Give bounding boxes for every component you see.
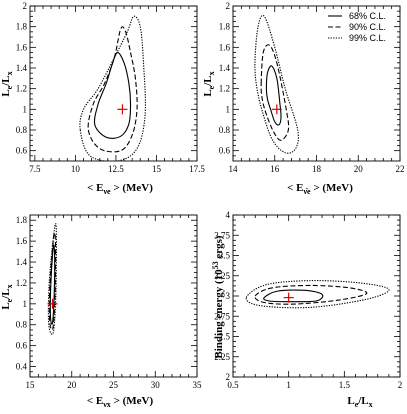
contour-90-c-l bbox=[260, 44, 290, 141]
x-tick-label: 15 bbox=[26, 380, 36, 390]
panel-p4: 0.5 1 1.5 2 2 2.25 2.5 2.75 3 3.25 3.5 3.75 4 Le/Lx Bi… bbox=[211, 210, 402, 409]
y-tick-label: 1.2 bbox=[16, 84, 27, 94]
y-tick-label: 1 bbox=[23, 299, 28, 309]
y-tick-label: 2 bbox=[226, 372, 231, 382]
y-axis-label: Le/Lx bbox=[0, 71, 14, 96]
y-tick-label: 0.4 bbox=[16, 362, 28, 372]
contour-99-c-l bbox=[254, 14, 299, 154]
best-fit-marker bbox=[271, 104, 282, 115]
y-tick-label: 3 bbox=[226, 291, 231, 301]
y-tick-label: 1.6 bbox=[219, 42, 231, 52]
x-tick-label: 20 bbox=[354, 164, 364, 174]
x-tick-label: 12.5 bbox=[108, 164, 124, 174]
y-axis-label: Le/Lx bbox=[0, 284, 14, 309]
y-tick-label: 0.6 bbox=[16, 341, 28, 351]
y-axis-label: Le/Lx bbox=[202, 71, 216, 96]
x-tick-label: 15 bbox=[152, 164, 162, 174]
y-tick-label: 0.8 bbox=[219, 125, 231, 135]
best-fit-marker bbox=[117, 104, 128, 115]
x-tick-label: 10 bbox=[71, 164, 81, 174]
contour-68-c-l bbox=[49, 244, 56, 325]
y-tick-label: 1.2 bbox=[219, 84, 230, 94]
legend-label: 68% C.L. bbox=[349, 11, 386, 21]
x-tick-label: 35 bbox=[193, 380, 203, 390]
x-axis-label: < Eν̄e > (MeV) bbox=[287, 182, 353, 196]
y-tick-label: 2 bbox=[23, 1, 28, 11]
x-tick-label: 16 bbox=[270, 164, 280, 174]
panel-p1: 7.5 10 12.5 15 17.5 0.6 0.8 1 1.2 1.4 1.6 1.8 2 < Eνe… bbox=[0, 1, 205, 196]
y-tick-label: 2.75 bbox=[214, 311, 230, 321]
x-tick-label: 7.5 bbox=[29, 164, 41, 174]
contour-90-c-l bbox=[254, 284, 368, 305]
x-tick-label: 0.5 bbox=[227, 380, 239, 390]
x-axis-label: < Eνx > (MeV) bbox=[87, 395, 154, 409]
contour-99-c-l bbox=[79, 15, 146, 161]
y-tick-label: 0.8 bbox=[16, 125, 28, 135]
x-tick-label: 25 bbox=[109, 380, 119, 390]
x-axis-label: Le/Lx bbox=[347, 395, 372, 409]
x-axis-label: < Eνe > (MeV) bbox=[87, 182, 153, 196]
x-tick-label: 18 bbox=[312, 164, 322, 174]
best-fit-marker bbox=[283, 292, 294, 303]
y-tick-label: 4 bbox=[226, 210, 231, 220]
y-tick-label: 1.8 bbox=[219, 22, 231, 32]
x-tick-label: 1 bbox=[286, 380, 291, 390]
panel-p3: 15 20 25 30 35 0.4 0.6 0.8 1 1.2 1.4 1.6 1.8 < Eνx > … bbox=[0, 214, 203, 409]
contour-90-c-l bbox=[48, 232, 57, 331]
x-tick-label: 1.5 bbox=[339, 380, 351, 390]
y-tick-label: 1.6 bbox=[16, 42, 28, 52]
y-tick-label: 1.8 bbox=[16, 22, 28, 32]
legend-label: 99% C.L. bbox=[349, 33, 386, 43]
y-tick-label: 3.5 bbox=[219, 251, 231, 261]
y-tick-label: 2 bbox=[226, 1, 231, 11]
best-fit-marker bbox=[47, 298, 58, 309]
y-tick-label: 1 bbox=[226, 104, 231, 114]
x-tick-label: 30 bbox=[151, 380, 161, 390]
y-tick-label: 0.6 bbox=[16, 146, 28, 156]
y-tick-label: 0.6 bbox=[219, 146, 231, 156]
x-tick-label: 14 bbox=[229, 164, 239, 174]
legend: 68% C.L.90% C.L.99% C.L. bbox=[328, 11, 386, 43]
y-tick-label: 3.75 bbox=[214, 230, 230, 240]
y-tick-label: 1.4 bbox=[16, 257, 28, 267]
x-tick-label: 2 bbox=[398, 380, 403, 390]
contour-68-c-l bbox=[265, 65, 282, 126]
y-tick-label: 1.2 bbox=[16, 278, 27, 288]
legend-label: 90% C.L. bbox=[349, 22, 386, 32]
y-tick-label: 1.4 bbox=[16, 63, 28, 73]
y-tick-label: 1.6 bbox=[16, 236, 28, 246]
contour-90-c-l bbox=[87, 26, 138, 153]
panel-p2: 14 16 18 20 22 0.6 0.8 1 1.2 1.4 1.6 1.8 2 < Eν̄e > (… bbox=[202, 1, 405, 196]
x-tick-label: 17.5 bbox=[189, 164, 205, 174]
y-tick-label: 2.5 bbox=[219, 332, 231, 342]
contour-68-c-l bbox=[93, 51, 132, 139]
y-tick-label: 1.8 bbox=[16, 215, 28, 225]
contour-99-c-l bbox=[245, 280, 390, 309]
y-tick-label: 0.8 bbox=[16, 320, 28, 330]
x-tick-label: 22 bbox=[396, 164, 405, 174]
y-tick-label: 3.25 bbox=[214, 271, 230, 281]
contour-99-c-l bbox=[47, 222, 57, 335]
y-tick-label: 1.4 bbox=[219, 63, 231, 73]
contour-68-c-l bbox=[263, 289, 324, 303]
y-tick-label: 2.25 bbox=[214, 352, 230, 362]
y-tick-label: 1 bbox=[23, 104, 28, 114]
y-axis-label: Binding energy (1053 ergs) bbox=[211, 235, 225, 359]
plot-frame bbox=[232, 214, 401, 378]
x-tick-label: 20 bbox=[67, 380, 77, 390]
